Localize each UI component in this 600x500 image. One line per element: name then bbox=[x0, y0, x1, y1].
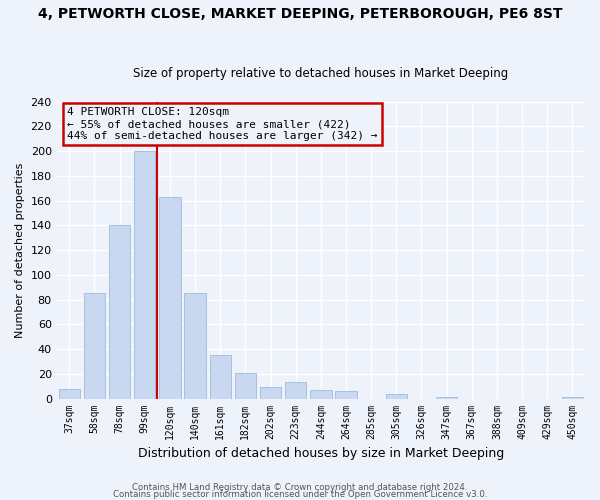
Bar bbox=[109, 226, 130, 398]
Text: Contains public sector information licensed under the Open Government Licence v3: Contains public sector information licen… bbox=[113, 490, 487, 499]
Bar bbox=[310, 390, 332, 398]
Bar bbox=[386, 394, 407, 398]
Bar bbox=[159, 197, 181, 398]
Bar bbox=[235, 372, 256, 398]
Bar bbox=[285, 382, 307, 398]
Title: Size of property relative to detached houses in Market Deeping: Size of property relative to detached ho… bbox=[133, 66, 508, 80]
Bar bbox=[84, 294, 105, 399]
Bar bbox=[260, 388, 281, 398]
Bar bbox=[134, 151, 155, 398]
Text: Contains HM Land Registry data © Crown copyright and database right 2024.: Contains HM Land Registry data © Crown c… bbox=[132, 484, 468, 492]
Bar bbox=[335, 391, 356, 398]
Bar bbox=[59, 388, 80, 398]
Bar bbox=[209, 355, 231, 399]
Bar bbox=[184, 294, 206, 399]
Text: 4, PETWORTH CLOSE, MARKET DEEPING, PETERBOROUGH, PE6 8ST: 4, PETWORTH CLOSE, MARKET DEEPING, PETER… bbox=[38, 8, 562, 22]
Text: 4 PETWORTH CLOSE: 120sqm
← 55% of detached houses are smaller (422)
44% of semi-: 4 PETWORTH CLOSE: 120sqm ← 55% of detach… bbox=[67, 108, 378, 140]
Y-axis label: Number of detached properties: Number of detached properties bbox=[15, 162, 25, 338]
X-axis label: Distribution of detached houses by size in Market Deeping: Distribution of detached houses by size … bbox=[138, 447, 504, 460]
